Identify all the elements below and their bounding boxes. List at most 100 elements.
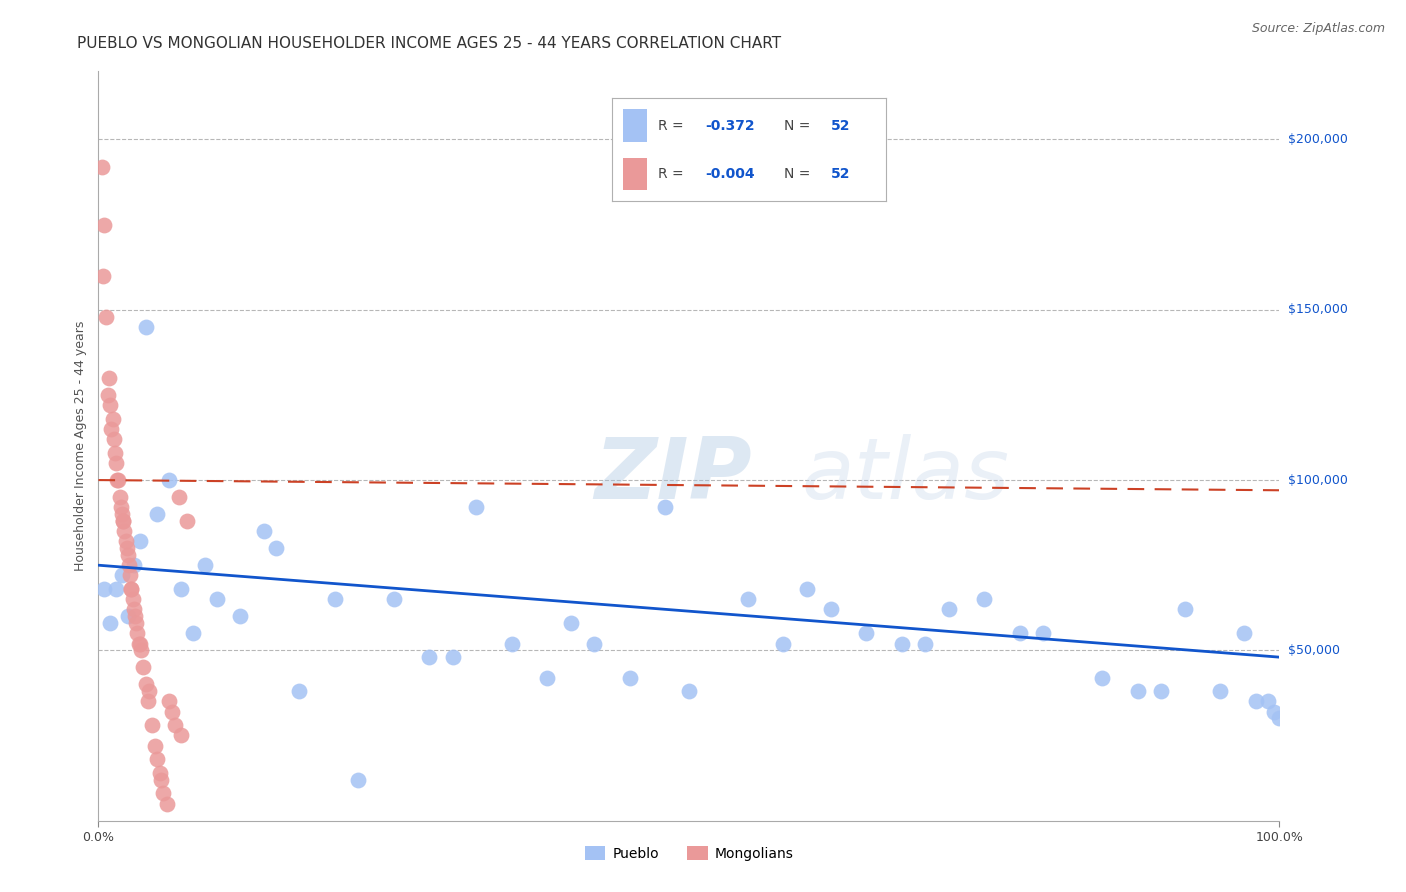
Point xyxy=(441,650,464,665)
Point xyxy=(1174,602,1197,616)
Point xyxy=(1008,626,1031,640)
Point xyxy=(1150,684,1173,698)
Point xyxy=(157,694,180,708)
Point xyxy=(101,411,124,425)
Point xyxy=(465,500,488,515)
Point xyxy=(167,490,190,504)
Point xyxy=(796,582,818,596)
Point xyxy=(93,582,115,596)
Point xyxy=(98,398,121,412)
Text: 52: 52 xyxy=(831,119,851,133)
Point xyxy=(93,218,115,232)
Point xyxy=(108,490,131,504)
Point xyxy=(91,160,114,174)
Point xyxy=(560,616,582,631)
Bar xyxy=(623,158,647,190)
Text: N =: N = xyxy=(785,119,811,133)
Text: PUEBLO VS MONGOLIAN HOUSEHOLDER INCOME AGES 25 - 44 YEARS CORRELATION CHART: PUEBLO VS MONGOLIAN HOUSEHOLDER INCOME A… xyxy=(77,36,782,51)
Point xyxy=(94,310,117,324)
Point xyxy=(347,772,370,787)
Point xyxy=(678,684,700,698)
Point xyxy=(91,268,114,283)
Point xyxy=(1263,705,1285,719)
Point xyxy=(288,684,311,698)
Point xyxy=(105,473,128,487)
Point xyxy=(1268,711,1291,725)
Point xyxy=(98,371,121,385)
Point xyxy=(129,643,152,657)
Point xyxy=(583,636,606,650)
Point xyxy=(165,718,187,732)
Point xyxy=(135,677,157,691)
Point xyxy=(536,671,558,685)
Point xyxy=(132,660,155,674)
Point xyxy=(914,636,936,650)
Point xyxy=(205,592,228,607)
Text: R =: R = xyxy=(658,119,683,133)
Point xyxy=(105,582,128,596)
Point xyxy=(170,729,193,743)
Point xyxy=(149,766,172,780)
Point xyxy=(890,636,912,650)
Point xyxy=(104,446,127,460)
Point xyxy=(143,739,166,753)
Point xyxy=(938,602,960,616)
Point xyxy=(128,534,150,549)
Point xyxy=(117,548,139,562)
Point xyxy=(157,473,180,487)
Point xyxy=(122,602,145,616)
Point xyxy=(118,558,141,573)
Point xyxy=(855,626,877,640)
Point xyxy=(112,514,135,528)
Point xyxy=(1091,671,1114,685)
Text: -0.004: -0.004 xyxy=(704,167,755,181)
Point xyxy=(194,558,217,573)
Point xyxy=(114,534,136,549)
Point xyxy=(111,568,134,582)
Point xyxy=(1257,694,1279,708)
Point xyxy=(146,752,169,766)
Y-axis label: Householder Income Ages 25 - 44 years: Householder Income Ages 25 - 44 years xyxy=(75,321,87,571)
Point xyxy=(107,473,129,487)
Point xyxy=(146,507,169,521)
Point xyxy=(100,422,122,436)
Point xyxy=(418,650,440,665)
Point xyxy=(1244,694,1267,708)
Text: $100,000: $100,000 xyxy=(1288,474,1348,486)
Point xyxy=(1233,626,1256,640)
Point xyxy=(110,500,132,515)
Point xyxy=(138,684,160,698)
Point xyxy=(501,636,523,650)
Text: -0.372: -0.372 xyxy=(704,119,755,133)
Point xyxy=(654,500,676,515)
Text: $150,000: $150,000 xyxy=(1288,303,1348,317)
Point xyxy=(820,602,842,616)
Point xyxy=(122,558,145,573)
Text: Source: ZipAtlas.com: Source: ZipAtlas.com xyxy=(1251,22,1385,36)
Point xyxy=(111,507,134,521)
Point xyxy=(136,694,159,708)
Point xyxy=(121,582,143,596)
Point xyxy=(1126,684,1149,698)
Text: atlas: atlas xyxy=(801,434,1010,517)
Point xyxy=(619,671,641,685)
Point xyxy=(170,582,193,596)
Text: 52: 52 xyxy=(831,167,851,181)
Point xyxy=(973,592,995,607)
Point xyxy=(150,772,173,787)
Point xyxy=(112,524,135,538)
Text: $200,000: $200,000 xyxy=(1288,133,1348,146)
Point xyxy=(772,636,794,650)
Text: N =: N = xyxy=(785,167,811,181)
Point xyxy=(112,514,135,528)
Legend: Pueblo, Mongolians: Pueblo, Mongolians xyxy=(579,840,799,866)
Point xyxy=(156,797,179,811)
Point xyxy=(253,524,276,538)
Point xyxy=(1209,684,1232,698)
Point xyxy=(323,592,346,607)
Point xyxy=(152,786,174,800)
Point xyxy=(128,636,150,650)
Point xyxy=(127,626,149,640)
Point xyxy=(124,609,146,624)
Point xyxy=(737,592,759,607)
